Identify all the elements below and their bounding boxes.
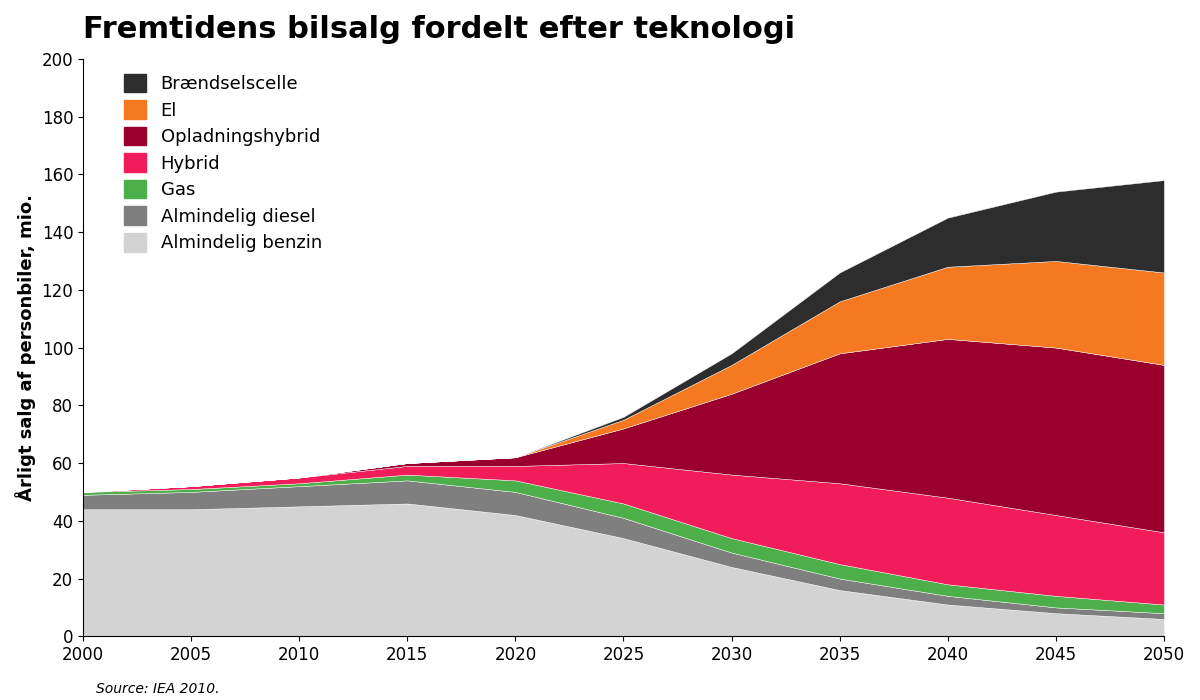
Text: Source: IEA 2010.: Source: IEA 2010.: [96, 682, 220, 696]
Text: Fremtidens bilsalg fordelt efter teknologi: Fremtidens bilsalg fordelt efter teknolo…: [83, 15, 796, 44]
Legend: Brændselscelle, El, Opladningshybrid, Hybrid, Gas, Almindelig diesel, Almindelig: Brændselscelle, El, Opladningshybrid, Hy…: [125, 74, 322, 253]
Y-axis label: Årligt salg af personbiler, mio.: Årligt salg af personbiler, mio.: [14, 194, 36, 501]
